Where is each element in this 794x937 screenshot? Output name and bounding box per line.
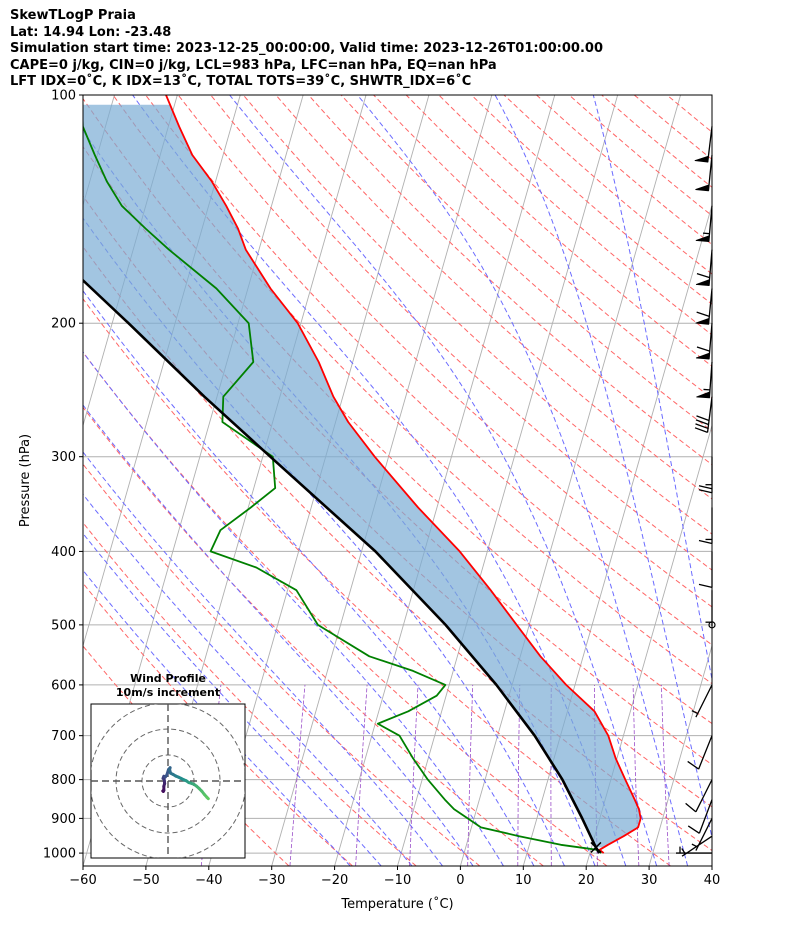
isotherm-line [459,95,681,866]
y-tick-label: 400 [51,545,76,560]
dry-adiabat [275,95,712,500]
dry-adiabat [242,95,712,535]
hodograph-subtitle: 10m/s increment [116,686,220,699]
wind-barb [691,684,713,718]
hodograph-trace [205,795,210,801]
mixing-ratio-line [632,684,640,866]
wind-barb [698,456,713,494]
header-indices-cape: CAPE=0 j/kg, CIN=0 j/kg, LCL=983 hPa, LF… [10,57,497,73]
y-tick-label: 800 [51,773,76,788]
header-indices-lifted: LFT IDX=0˚C, K IDX=13˚C, TOTAL TOTS=39˚C… [10,74,472,89]
moist-adiabat [83,451,443,866]
wind-barb [691,818,713,851]
moist-adiabat [494,95,712,840]
wind-barb [695,288,713,325]
y-tick-label: 500 [51,618,76,633]
temperature-line [165,95,642,854]
x-tick-label: −20 [321,873,348,888]
y-tick-label: 1000 [43,847,76,862]
x-tick-label: −50 [132,873,159,888]
x-tick-label: 10 [515,873,532,888]
header-location: Lat: 14.94 Lon: -23.48 [10,24,172,40]
mixing-ratio-line [517,684,521,866]
x-tick-label: −40 [195,873,222,888]
wind-barb [687,799,713,834]
wind-barb [694,126,713,163]
x-tick-label: −60 [69,873,96,888]
y-tick-label: 100 [51,89,76,104]
moist-adiabat [592,95,712,682]
mixing-ratio-line [661,684,670,866]
dry-adiabat [210,95,712,571]
wind-barb [695,249,713,287]
moist-adiabat [83,493,413,866]
header-times: Simulation start time: 2023-12-25_00:00:… [10,41,603,56]
wind-barb [696,361,713,399]
wind-barb [698,551,713,589]
y-tick-label: 300 [51,450,76,465]
hodograph-title: Wind Profile [130,672,206,685]
isotherm-line [711,864,712,866]
x-tick-label: 0 [456,873,464,888]
x-axis-label: Temperature (˚C) [340,896,453,912]
isotherm-line [648,644,712,866]
dry-adiabat [308,95,712,466]
dewpoint-line [83,106,602,854]
moist-adiabat [83,289,535,866]
wind-barb [698,507,713,545]
isotherm-line [775,95,794,866]
wind-barb [695,323,713,360]
wind-barb [685,779,713,813]
x-tick-label: −10 [384,873,411,888]
y-axis-label: Pressure (hPa) [18,434,33,527]
x-tick-label: −30 [258,873,285,888]
chart-header: SkewTLogP Praia Lat: 14.94 Lon: -23.48 S… [10,8,603,91]
wind-barb [695,154,713,192]
y-tick-label: 600 [51,678,76,693]
isotherm-line [585,423,712,866]
mixing-ratio-line [409,684,419,866]
moist-adiabat [357,95,689,866]
x-tick-label: 40 [704,873,721,888]
wind-barb [705,590,713,627]
parcel-line [83,278,601,854]
y-tick-label: 900 [51,812,76,827]
wind-barb [694,396,713,434]
dry-adiabat [83,463,481,866]
wind-barb [676,846,712,854]
mixing-ratio-line [289,684,306,866]
wind-barb [687,735,713,770]
header-title: SkewTLogP Praia [10,8,136,23]
moist-adiabat [83,569,351,866]
moist-adiabat [83,532,382,866]
moist-adiabat [83,351,504,866]
axes: −60 −50 −40 −30 −20 −10 0 10 20 30 40 1000 900 800 700… [18,89,720,913]
y-tick-label: 200 [51,317,76,332]
cape-cin-fill [83,104,641,848]
y-tick-label: 700 [51,729,76,744]
x-tick-label: 20 [578,873,595,888]
dry-adiabat [83,521,417,866]
isotherm-line [397,95,619,866]
mixing-ratio-line [467,684,474,866]
wind-barb [695,205,713,243]
mixing-ratio-line [355,684,368,866]
x-tick-label: 30 [641,873,658,888]
wind-barbs [676,126,716,857]
lcl-marker [590,841,602,853]
dry-adiabat [83,245,712,852]
